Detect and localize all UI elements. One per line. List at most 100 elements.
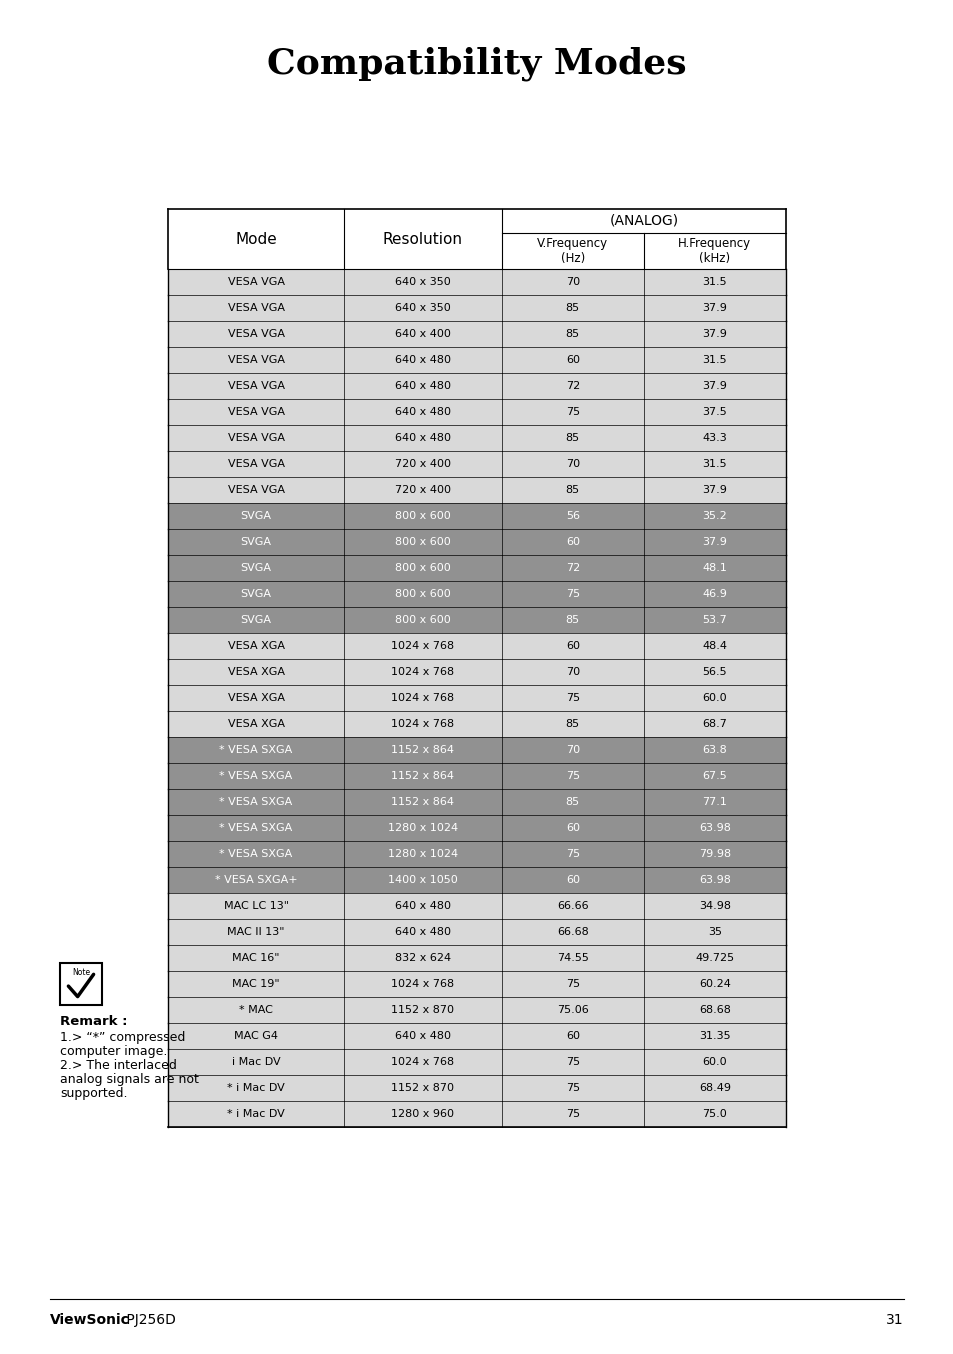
Text: 832 x 624: 832 x 624 [395,953,451,963]
Bar [168,685,785,711]
Text: 60: 60 [565,823,579,833]
Text: 1152 x 864: 1152 x 864 [391,745,454,756]
Text: 75: 75 [565,693,579,703]
Text: VESA XGA: VESA XGA [228,693,284,703]
Bar [168,451,785,477]
Text: 31.35: 31.35 [699,1030,730,1041]
Text: * VESA SXGA: * VESA SXGA [219,798,293,807]
Text: 60.0: 60.0 [701,693,726,703]
Text: 37.9: 37.9 [701,485,726,496]
Text: 72: 72 [565,563,579,573]
Text: 74.55: 74.55 [557,953,588,963]
Text: * VESA SXGA: * VESA SXGA [219,849,293,858]
Bar [168,659,785,685]
Text: 31.5: 31.5 [701,459,726,468]
Text: 2.> The interlaced: 2.> The interlaced [60,1059,176,1072]
Bar [168,815,785,841]
Text: V.Frequency
(Hz): V.Frequency (Hz) [537,237,608,265]
Text: 1280 x 960: 1280 x 960 [391,1109,454,1118]
Text: 31.5: 31.5 [701,278,726,287]
Bar [168,269,785,295]
Text: 70: 70 [565,745,579,756]
Text: 63.98: 63.98 [699,823,730,833]
Text: 66.66: 66.66 [557,900,588,911]
Text: 75.0: 75.0 [701,1109,726,1118]
Text: 43.3: 43.3 [701,433,726,443]
Text: 85: 85 [565,329,579,338]
Text: 640 x 400: 640 x 400 [395,329,451,338]
Text: 53.7: 53.7 [701,615,726,626]
Text: VESA VGA: VESA VGA [228,485,284,496]
Text: Resolution: Resolution [382,232,462,246]
Text: 60: 60 [565,640,579,651]
Text: VESA VGA: VESA VGA [228,433,284,443]
Text: SVGA: SVGA [240,510,272,521]
Bar [168,919,785,945]
Bar [168,867,785,894]
Bar [168,209,785,269]
Bar [168,581,785,607]
Text: 640 x 480: 640 x 480 [395,900,451,911]
Bar [168,347,785,372]
Bar [168,945,785,971]
Text: 640 x 480: 640 x 480 [395,408,451,417]
Text: 37.9: 37.9 [701,380,726,391]
Text: 1400 x 1050: 1400 x 1050 [388,875,457,886]
Text: VESA VGA: VESA VGA [228,459,284,468]
Text: 34.98: 34.98 [699,900,730,911]
Text: * VESA SXGA: * VESA SXGA [219,770,293,781]
Text: PJ256D: PJ256D [122,1313,175,1327]
Text: 48.4: 48.4 [701,640,727,651]
Text: 68.7: 68.7 [701,719,726,728]
Text: VESA VGA: VESA VGA [228,355,284,366]
Text: SVGA: SVGA [240,615,272,626]
Text: 85: 85 [565,798,579,807]
Text: VESA XGA: VESA XGA [228,668,284,677]
Bar [168,321,785,347]
Text: 75: 75 [565,408,579,417]
Text: 75: 75 [565,979,579,988]
Text: i Mac DV: i Mac DV [232,1057,280,1067]
Text: 60: 60 [565,538,579,547]
Bar [168,607,785,634]
Text: 68.49: 68.49 [699,1083,730,1093]
Text: 1152 x 864: 1152 x 864 [391,770,454,781]
Bar [168,789,785,815]
Bar [168,295,785,321]
Text: 1024 x 768: 1024 x 768 [391,979,454,988]
Bar [168,764,785,789]
Text: 31: 31 [885,1313,903,1327]
Text: 37.9: 37.9 [701,303,726,313]
Text: 1024 x 768: 1024 x 768 [391,1057,454,1067]
Text: H.Frequency
(kHz): H.Frequency (kHz) [678,237,751,265]
Text: 1280 x 1024: 1280 x 1024 [388,823,457,833]
Text: 75: 75 [565,1083,579,1093]
Text: 640 x 480: 640 x 480 [395,380,451,391]
Text: VESA XGA: VESA XGA [228,719,284,728]
Text: 63.8: 63.8 [701,745,726,756]
Text: (ANALOG): (ANALOG) [609,214,678,227]
Text: VESA VGA: VESA VGA [228,408,284,417]
Text: 75.06: 75.06 [557,1005,588,1016]
Text: * MAC: * MAC [239,1005,273,1016]
Text: 800 x 600: 800 x 600 [395,589,451,598]
Text: supported.: supported. [60,1087,128,1099]
Text: Compatibility Modes: Compatibility Modes [267,47,686,81]
Text: 72: 72 [565,380,579,391]
Text: 75: 75 [565,770,579,781]
Text: 60: 60 [565,875,579,886]
Text: * VESA SXGA: * VESA SXGA [219,745,293,756]
Text: Remark :: Remark : [60,1016,128,1028]
Text: Note: Note [71,968,90,976]
Text: * VESA SXGA+: * VESA SXGA+ [214,875,297,886]
Bar [168,841,785,867]
Bar [168,1024,785,1049]
Text: 31.5: 31.5 [701,355,726,366]
Text: SVGA: SVGA [240,589,272,598]
Text: 75: 75 [565,849,579,858]
Text: 63.98: 63.98 [699,875,730,886]
Text: 85: 85 [565,303,579,313]
Text: 640 x 480: 640 x 480 [395,1030,451,1041]
Text: ViewSonic: ViewSonic [50,1313,130,1327]
Text: 37.5: 37.5 [701,408,726,417]
